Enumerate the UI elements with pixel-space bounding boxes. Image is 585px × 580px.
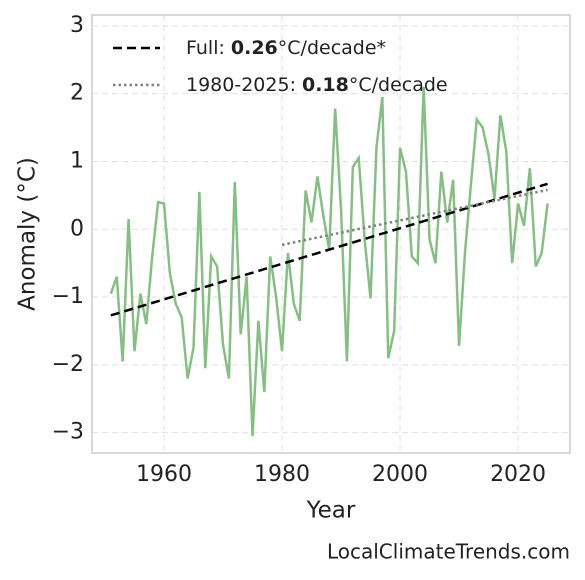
y-tick-label: −3 — [52, 420, 84, 445]
x-tick-label: 2000 — [372, 462, 428, 487]
y-tick-label: −1 — [52, 284, 84, 309]
y-tick-label: 2 — [70, 81, 84, 106]
legend-text-part: 0.18 — [302, 74, 349, 96]
legend-text-part: 1980-2025: — [186, 74, 296, 96]
x-axis-label: Year — [306, 498, 356, 524]
legend-label: 1980-2025: 0.18°C/decade — [186, 74, 448, 96]
legend-text-part: 0.26 — [231, 37, 278, 59]
y-axis-label: Anomaly (°C) — [15, 157, 41, 311]
trend-line — [110, 182, 548, 317]
watermark: LocalClimateTrends.com — [327, 540, 570, 564]
y-tick-label: 1 — [70, 148, 84, 173]
y-tick-label: 3 — [70, 13, 84, 38]
y-tick-label: −2 — [52, 352, 84, 377]
legend-label: Full: 0.26°C/decade* — [186, 37, 386, 59]
y-tick-label: 0 — [70, 216, 84, 241]
legend-text-part: °C/decade* — [278, 37, 386, 59]
x-tick-label: 1980 — [254, 462, 310, 487]
legend-text-part: Full: — [186, 37, 225, 59]
x-tick-label: 2020 — [490, 462, 546, 487]
legend-text-part: °C/decade — [349, 74, 448, 96]
x-tick-label: 1960 — [136, 462, 192, 487]
trend-line — [281, 188, 548, 247]
